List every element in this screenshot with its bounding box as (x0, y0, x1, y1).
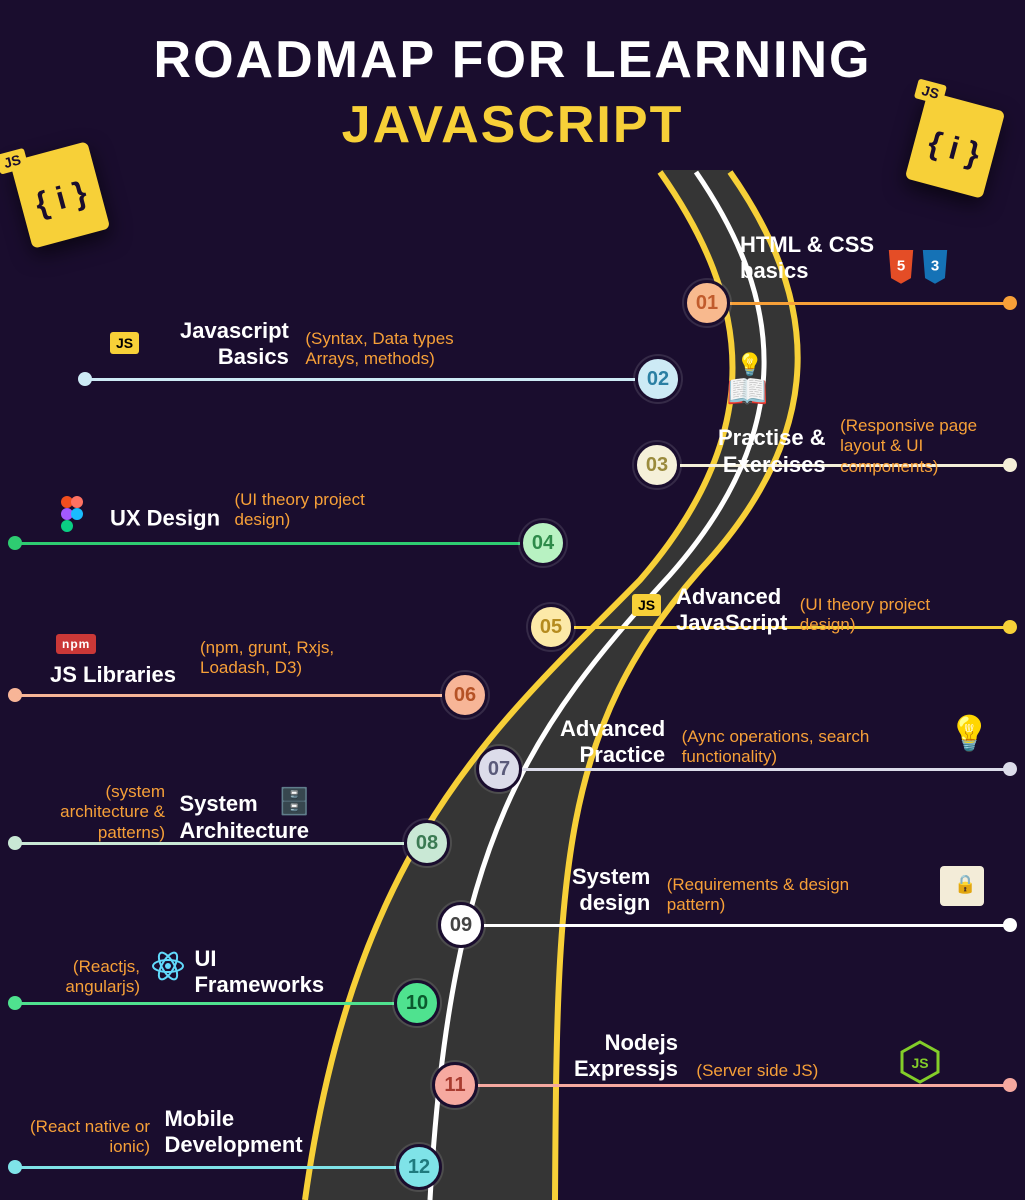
step-sub: (system architecture & patterns) (35, 782, 165, 843)
step-sub: (Aync operations, search functionality) (682, 727, 902, 768)
svg-text:3: 3 (931, 258, 939, 275)
step-icons-05: JS (632, 594, 661, 616)
js-icon: JS (110, 332, 139, 354)
leader-line (478, 1084, 1010, 1087)
leader-dot (8, 688, 22, 702)
step-label-02: JavascriptBasics (Syntax, Data types Arr… (180, 318, 505, 371)
step-icons-11: JS (900, 1040, 940, 1089)
step-icons-03: 📖 💡 (726, 372, 768, 412)
step-node-01: 01 (684, 280, 730, 326)
step-node-11: 11 (432, 1062, 478, 1108)
leader-dot (1003, 458, 1017, 472)
leader-dot (8, 1160, 22, 1174)
svg-text:5: 5 (897, 258, 905, 275)
step-label-05: AdvancedJavaScript (UI theory project de… (676, 584, 970, 637)
leader-dot (78, 372, 92, 386)
leader-line (15, 1166, 396, 1169)
lock-window-icon: 🔒 (940, 866, 984, 906)
step-label-03: Practise &Exercises (Responsive page lay… (718, 416, 990, 478)
step-label-10: (Reactjs, angularjs) UIFrameworks (30, 946, 324, 999)
leader-dot (1003, 296, 1017, 310)
step-sub: (npm, grunt, Rxjs, Loadash, D3) (200, 638, 380, 679)
title-block: ROADMAP FOR LEARNING JAVASCRIPT (0, 30, 1025, 155)
leader-line (15, 694, 442, 697)
step-title: JS Libraries (50, 662, 176, 688)
step-sub: (Reactjs, angularjs) (30, 957, 140, 998)
step-title: HTML & CSSbasics (740, 232, 874, 285)
step-sub: (UI theory project design) (234, 490, 404, 531)
leader-line (85, 378, 635, 381)
step-title: Practise &Exercises (718, 425, 826, 478)
title-line1: ROADMAP FOR LEARNING (0, 30, 1025, 90)
step-title: JavascriptBasics (180, 318, 289, 371)
step-sub: (Responsive page layout & UI components) (840, 416, 990, 477)
step-label-06: JS Libraries(npm, grunt, Rxjs, Loadash, … (50, 634, 176, 688)
step-node-08: 08 (404, 820, 450, 866)
leader-dot (1003, 1078, 1017, 1092)
step-node-02: 02 (635, 356, 681, 402)
step-label-04: UX Design (UI theory project design) (110, 490, 404, 532)
step-node-04: 04 (520, 520, 566, 566)
leader-dot (8, 536, 22, 550)
step-node-06: 06 (442, 672, 488, 718)
title-line2: JAVASCRIPT (0, 95, 1025, 155)
leader-line (15, 542, 520, 545)
step-node-07: 07 (476, 746, 522, 792)
step-sub: (Server side JS) (696, 1061, 818, 1081)
step-icons-07: 💡 (948, 714, 990, 754)
leader-line (484, 924, 1010, 927)
html5-icon: 5 (886, 250, 916, 284)
step-sub: (Requirements & design pattern) (667, 875, 857, 916)
step-label-12: (React native or ionic) MobileDevelopmen… (20, 1106, 303, 1159)
step-sub: (UI theory project design) (800, 595, 970, 636)
step-label-09: Systemdesign (Requirements & design patt… (572, 864, 857, 917)
step-title: SystemArchitecture (179, 791, 309, 844)
step-node-05: 05 (528, 604, 574, 650)
leader-line (730, 302, 1010, 305)
step-label-07: AdvancedPractice (Aync operations, searc… (560, 716, 902, 769)
idea-gear-icon: 💡 (948, 715, 990, 753)
leader-line (15, 1002, 394, 1005)
step-label-11: NodejsExpressjs (Server side JS) (574, 1030, 818, 1083)
step-title: MobileDevelopment (164, 1106, 302, 1159)
css3-icon: 3 (920, 250, 950, 284)
svg-text:JS: JS (911, 1055, 928, 1071)
step-icons-02: JS (110, 332, 139, 354)
step-label-01: HTML & CSSbasics (740, 232, 874, 285)
step-title: AdvancedJavaScript (676, 584, 787, 637)
leader-dot (1003, 918, 1017, 932)
js-icon: JS (632, 594, 661, 616)
step-node-09: 09 (438, 902, 484, 948)
step-node-03: 03 (634, 442, 680, 488)
step-node-10: 10 (394, 980, 440, 1026)
leader-dot (1003, 620, 1017, 634)
leader-dot (1003, 762, 1017, 776)
figma-icon (60, 496, 84, 537)
step-node-12: 12 (396, 1144, 442, 1190)
step-icons-04 (60, 496, 84, 537)
step-icons-01: 5 3 (886, 250, 950, 284)
step-icons-09: 🔒 (940, 866, 984, 911)
step-title: NodejsExpressjs (574, 1030, 678, 1083)
step-title: UIFrameworks (194, 946, 324, 999)
step-label-08: (system architecture & patterns) SystemA… (35, 782, 309, 844)
leader-dot (8, 836, 22, 850)
step-sub: (React native or ionic) (20, 1117, 150, 1158)
lightbulb-icon: 💡 (736, 352, 763, 378)
leader-dot (8, 996, 22, 1010)
step-title: AdvancedPractice (560, 716, 665, 769)
step-title: Systemdesign (572, 864, 650, 917)
step-sub: (Syntax, Data types Arrays, methods) (305, 329, 505, 370)
step-title: UX Design (110, 505, 220, 530)
js-card-icon: JS { i } (10, 141, 111, 249)
practice-book-icon: 📖 (726, 373, 768, 411)
